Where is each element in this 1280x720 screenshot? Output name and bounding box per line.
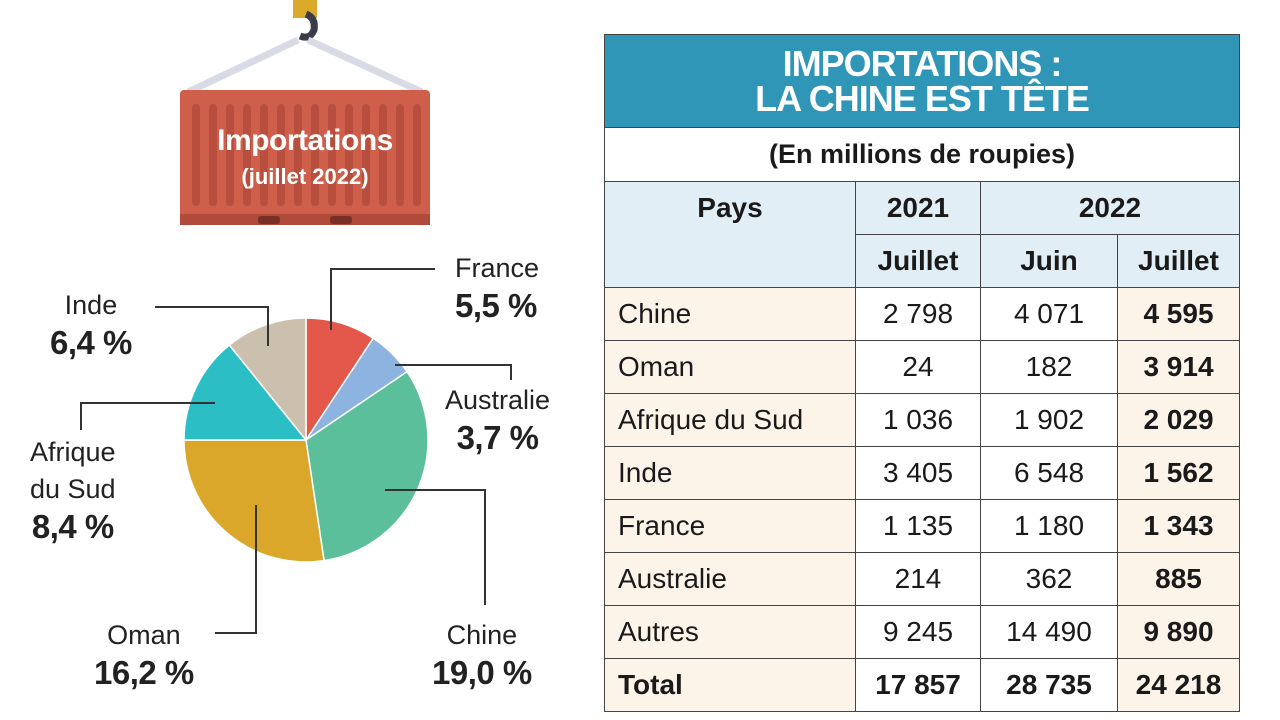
table-row: Afrique du Sud 1 036 1 902 2 029 (604, 393, 1240, 447)
leader-line-australie-v (510, 364, 512, 380)
value-cell: 9 890 (1117, 605, 1240, 659)
value-cell: 362 (980, 552, 1118, 606)
table-row: Inde 3 405 6 548 1 562 (604, 446, 1240, 500)
header-juillet-2021: Juillet (855, 234, 981, 288)
country-cell: France (604, 499, 856, 553)
header-2022: 2022 (980, 181, 1240, 235)
value-cell: 9 245 (855, 605, 981, 659)
value-cell: 4 071 (980, 287, 1118, 341)
container-title: Importations (217, 124, 393, 157)
country-cell: Oman (604, 340, 856, 394)
value-cell: 6 548 (980, 446, 1118, 500)
value-cell: 17 857 (855, 658, 981, 712)
country-cell: Total (604, 658, 856, 712)
leader-line-oman-h (215, 632, 257, 634)
container-illustration (180, 0, 430, 225)
table-row: Australie 214 362 885 (604, 552, 1240, 606)
pie-slice-oman (183, 439, 325, 563)
label-inde: Inde 6,4 % (50, 290, 132, 361)
table-row: Autres 9 245 14 490 9 890 (604, 605, 1240, 659)
header-2021: 2021 (855, 181, 981, 235)
value-cell: 24 218 (1117, 658, 1240, 712)
value-cell: 4 595 (1117, 287, 1240, 341)
value-cell: 1 036 (855, 393, 981, 447)
table-row: Oman 24 182 3 914 (604, 340, 1240, 394)
country-cell: Australie (604, 552, 856, 606)
value-cell: 214 (855, 552, 981, 606)
leader-line-australie (395, 364, 510, 366)
country-cell: Chine (604, 287, 856, 341)
value-cell: 1 135 (855, 499, 981, 553)
country-cell: Autres (604, 605, 856, 659)
leader-line-chine-v (484, 489, 486, 605)
country-cell: Inde (604, 446, 856, 500)
header-juillet-2022: Juillet (1117, 234, 1240, 288)
value-cell: 2 798 (855, 287, 981, 341)
table-row: France 1 135 1 180 1 343 (604, 499, 1240, 553)
value-cell: 2 029 (1117, 393, 1240, 447)
pie-chart (183, 317, 429, 563)
leader-line-inde-v (267, 306, 269, 346)
value-cell: 1 343 (1117, 499, 1240, 553)
value-cell: 1 562 (1117, 446, 1240, 500)
value-cell: 885 (1117, 552, 1240, 606)
header-juin-2022: Juin (980, 234, 1118, 288)
total-row: Total 17 857 28 735 24 218 (604, 658, 1240, 712)
table-subtitle: (En millions de roupies) (604, 127, 1240, 182)
label-chine: Chine 19,0 % (432, 620, 532, 691)
label-afrique-du-sud: Afrique du Sud 8,4 % (30, 437, 116, 545)
value-cell: 1 902 (980, 393, 1118, 447)
value-cell: 3 405 (855, 446, 981, 500)
container-subtitle: (juillet 2022) (241, 164, 369, 189)
value-cell: 182 (980, 340, 1118, 394)
value-cell: 3 914 (1117, 340, 1240, 394)
value-cell: 24 (855, 340, 981, 394)
leader-line-france-h (330, 268, 435, 270)
leader-line-chine (385, 489, 485, 491)
table-title: IMPORTATIONS : LA CHINE EST TÊTE (604, 34, 1240, 128)
leader-line-france (330, 268, 332, 330)
leader-line-afrique (80, 402, 82, 430)
table-row: Chine 2 798 4 071 4 595 (604, 287, 1240, 341)
pie-slice-afrique-du-sud (183, 344, 308, 441)
pie-slice-inde (228, 317, 307, 443)
leader-line-inde (155, 306, 268, 308)
leader-line-afrique-h (80, 402, 215, 404)
leader-line-oman (255, 505, 257, 633)
value-cell: 28 735 (980, 658, 1118, 712)
header-pays: Pays (604, 181, 856, 288)
label-oman: Oman 16,2 % (94, 620, 194, 691)
country-cell: Afrique du Sud (604, 393, 856, 447)
label-france: France 5,5 % (455, 253, 540, 324)
label-australie: Australie 3,7 % (445, 385, 551, 456)
value-cell: 14 490 (980, 605, 1118, 659)
imports-table: IMPORTATIONS : LA CHINE EST TÊTE (En mill… (604, 34, 1240, 712)
value-cell: 1 180 (980, 499, 1118, 553)
